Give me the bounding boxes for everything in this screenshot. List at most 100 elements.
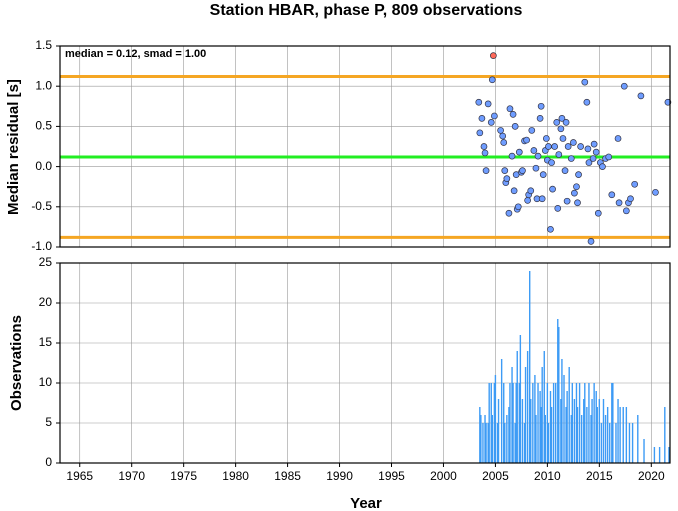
y-tick-label: 10 [39, 375, 53, 389]
data-point [482, 167, 490, 174]
data-point [554, 205, 562, 212]
bar [591, 399, 593, 463]
data-point [551, 143, 559, 150]
plot-frame [59, 45, 671, 248]
x-tick-label: 2015 [586, 469, 613, 483]
data-point [510, 187, 518, 195]
bar [532, 383, 534, 463]
data-point [563, 197, 571, 205]
bar [503, 383, 505, 463]
y-tick-label: 5 [45, 415, 52, 429]
data-point [608, 191, 616, 199]
x-tick-label: 1980 [222, 469, 249, 483]
x-tick-label: 1970 [118, 469, 145, 483]
bar [631, 423, 634, 463]
bar [549, 391, 552, 463]
bar [593, 383, 595, 463]
bar [576, 407, 579, 463]
bar [515, 383, 517, 463]
data-point [585, 159, 593, 166]
bar [494, 375, 497, 463]
chart-title: Station HBAR, phase P, 809 observations [210, 2, 523, 19]
bar [611, 383, 613, 463]
data-point [558, 115, 566, 122]
bar [491, 415, 493, 463]
bar [570, 415, 572, 463]
annotation: median = 0.12, smad = 1.00 [65, 48, 206, 60]
bar [508, 407, 510, 463]
data-point [584, 145, 592, 153]
bar [506, 415, 508, 463]
x-tick-label: 2005 [482, 469, 509, 483]
data-point [561, 167, 569, 174]
bar [573, 399, 576, 463]
bar [590, 415, 592, 463]
data-point [530, 147, 538, 154]
data-point [500, 139, 508, 146]
x-tick-label: 2000 [430, 469, 457, 483]
data-point [614, 135, 622, 142]
bar [557, 319, 559, 463]
data-point [562, 119, 570, 126]
data-point [627, 195, 634, 203]
y-tick-label: 25 [39, 255, 53, 269]
data-point [637, 92, 645, 100]
bar [565, 407, 567, 463]
data-point [508, 152, 516, 160]
bar [615, 423, 617, 463]
bar [519, 335, 522, 463]
bar [583, 399, 585, 463]
bar [523, 423, 526, 463]
data-point [514, 203, 522, 211]
bar [484, 415, 486, 463]
y-tick-label: -1.0 [31, 239, 52, 253]
bar [625, 407, 628, 463]
bar [485, 423, 487, 463]
data-point [476, 129, 484, 137]
bar [558, 327, 560, 463]
data-point [527, 187, 535, 195]
data-point [574, 199, 581, 207]
data-point [631, 180, 639, 188]
plot-frame [59, 262, 671, 464]
bar [482, 423, 484, 463]
bar [643, 439, 645, 463]
data-point [567, 155, 575, 162]
bar [571, 383, 574, 463]
bar [584, 383, 586, 463]
bar [526, 351, 529, 463]
x-tick-label: 2010 [534, 469, 561, 483]
data-point [519, 167, 526, 174]
bar [602, 399, 605, 463]
bar [518, 383, 521, 463]
bar [539, 391, 541, 463]
data-point [592, 148, 600, 156]
data-point [475, 98, 483, 106]
data-point [491, 112, 498, 120]
y-tick-label: 15 [39, 335, 53, 349]
bar [619, 407, 621, 463]
bar [560, 399, 562, 463]
data-point [545, 143, 552, 150]
bar [580, 415, 583, 463]
bar [566, 391, 568, 463]
data-point [542, 135, 550, 142]
data-point [590, 140, 598, 148]
bar [552, 383, 555, 463]
data-point [583, 98, 591, 106]
data-point [553, 119, 561, 126]
data-point [515, 148, 523, 156]
data-point [575, 171, 582, 178]
bar [488, 383, 490, 463]
y-axis-label: Observations [8, 315, 25, 411]
data-point [536, 115, 544, 122]
data-point [559, 135, 567, 142]
bar [544, 415, 546, 463]
data-point [587, 238, 595, 245]
bar [534, 375, 536, 463]
x-tick-label: 1995 [378, 469, 405, 483]
bar [514, 423, 516, 463]
bar [653, 447, 656, 463]
bar [598, 399, 601, 463]
bar [490, 383, 492, 463]
